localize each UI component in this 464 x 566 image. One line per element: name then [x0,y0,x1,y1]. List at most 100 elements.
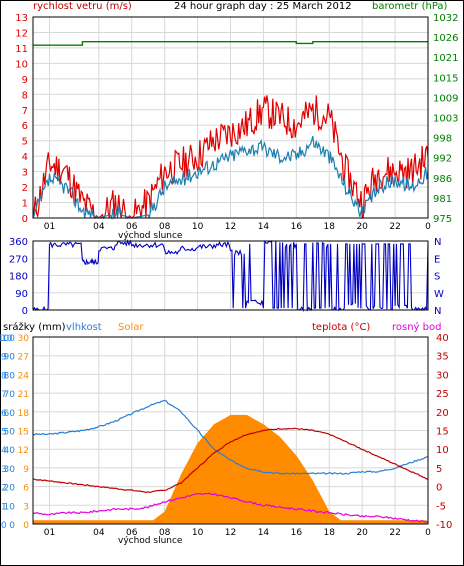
wind-tick-label: 8 [22,90,28,101]
temperature-tick-label: 30 [436,370,449,381]
wind-tick-label: 7 [22,106,28,117]
humidity-tick-label: 70 [4,390,16,400]
humidity-tick-label: 50 [4,428,16,438]
dewpoint-line [32,492,429,523]
humidity-tick-label: 80 [4,371,16,381]
wind-tick-label: 6 [22,121,28,132]
x-tick-label: 04 [93,222,105,232]
wind-barometer-panel: 0123456789101112139759819869929981003100… [15,13,458,232]
barometer-axis-label: barometr (hPa) [372,1,448,12]
x-tick-label: 20 [356,222,368,232]
humidity-tick-label: 60 [4,409,16,419]
rain-tick-label: 0 [1,521,7,531]
x-tick-label: 0 [425,222,431,232]
direction-tick-label: 90 [15,289,28,300]
rain-tick-label: 1 [1,502,7,512]
rain-tick-label: 8 [1,371,7,381]
temperature-tick-label: -5 [436,501,446,512]
x-tick-label: 04 [93,528,105,538]
wind-direction-line [32,239,429,313]
wind-tick-label: 11 [15,44,28,55]
barometer-tick-label: 986 [433,174,452,185]
solar-tick-label: 18 [18,409,30,419]
x-tick-label: 01 [44,222,55,232]
x-tick-label: 16 [291,528,303,538]
plot-frame [32,240,429,311]
plot-frame [32,16,429,219]
temperature-tick-label: -10 [436,520,452,531]
temperature-line [32,427,429,494]
plot-frame [32,336,429,525]
humidity-tick-label: 30 [4,465,16,475]
temperature-tick-label: 35 [436,352,449,363]
x-tick-label: 18 [324,528,336,538]
wind-tick-label: 3 [22,168,28,179]
barometer-tick-label: 1026 [433,33,458,44]
direction-tick-label: 360 [9,237,28,248]
humidity-tick-label: 100 [0,334,15,344]
compass-tick-label: N [434,237,441,248]
wind-tick-label: 9 [22,75,28,86]
wind-tick-label: 1 [22,199,28,210]
rain-tick-label: 3 [1,465,7,475]
barometer-tick-label: 998 [433,134,452,145]
humidity-tick-label: 10 [4,502,16,512]
solar-tick-label: 3 [23,502,29,512]
x-tick-label: 22 [389,222,400,232]
barometer-tick-label: 1003 [433,114,458,125]
sunrise-label-top: východ slunce [118,231,183,241]
barometer-tick-label: 1021 [433,53,458,64]
solar-tick-label: 30 [18,334,30,344]
x-tick-label: 22 [389,528,400,538]
x-tick-label: 01 [44,528,55,538]
rain-tick-label: 10 [1,334,13,344]
wind-tick-label: 13 [15,13,28,24]
barometer-tick-label: 1032 [433,13,458,24]
x-tick-label: 12 [225,528,236,538]
solar-area [33,414,428,524]
compass-tick-label: W [434,289,444,300]
x-tick-label: 14 [258,528,270,538]
sunrise-label-bottom: východ slunce [118,536,183,546]
barometer-tick-label: 1015 [433,73,458,84]
x-tick-label: 08 [159,528,171,538]
chart-title: 24 hour graph day : 25 March 2012 [174,1,352,12]
temperature-tick-label: 10 [436,445,449,456]
barometer-tick-label: 981 [433,194,452,205]
humidity-line [32,399,429,475]
x-tick-label: 18 [324,222,336,232]
solar-tick-label: 27 [18,353,29,363]
wind-tick-label: 10 [15,59,28,70]
x-tick-label: 12 [225,222,236,232]
temperature-tick-label: 15 [436,427,449,438]
x-tick-label: 20 [356,528,368,538]
solar-tick-label: 24 [18,371,30,381]
rain-tick-label: 5 [1,428,7,438]
solar-tick-label: 12 [18,446,29,456]
rain-legend: srážky (mm) [3,321,66,333]
solar-tick-label: 6 [23,484,29,494]
solar-tick-label: 0 [23,521,29,531]
solar-tick-label: 9 [23,465,29,475]
temperature-tick-label: 0 [436,483,442,494]
barometer-tick-label: 975 [433,214,452,225]
wind-axis-label: rychlost vetru (m/s) [33,1,132,12]
rain-tick-label: 7 [1,390,7,400]
humidity-legend: vlhkost [66,322,102,333]
wind-tick-label: 5 [22,137,28,148]
x-tick-label: 08 [159,222,171,232]
x-tick-label: 14 [258,222,270,232]
temperature-tick-label: 20 [436,408,449,419]
solar-tick-label: 15 [18,428,29,438]
wind-tick-label: 2 [22,183,28,194]
temperature-tick-label: 25 [436,389,449,400]
dewpoint-legend: rosný bod [392,321,441,333]
temperature-tick-label: 40 [436,333,449,344]
barometer-tick-label: 1009 [433,93,458,104]
x-tick-label: 06 [126,528,138,538]
temperature-tick-label: 5 [436,464,442,475]
wind-tick-label: 12 [15,28,28,39]
